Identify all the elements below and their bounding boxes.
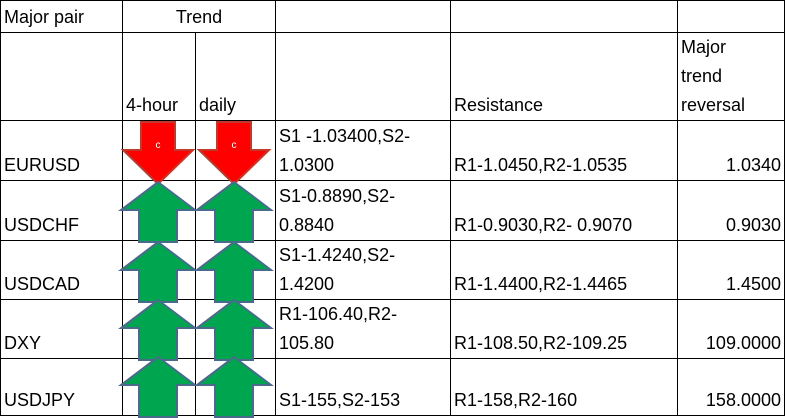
resistance-cell: R1-0.9030,R2- 0.9070 xyxy=(450,180,678,241)
reversal-cell: 1.4500 xyxy=(677,240,785,300)
reversal-cell: 109.0000 xyxy=(677,299,785,359)
pair-cell: USDCHF xyxy=(0,180,123,241)
pair-cell: USDCAD xyxy=(0,240,123,300)
trend-cell xyxy=(195,299,276,359)
pair-cell: DXY xyxy=(0,299,123,359)
pair-cell: USDJPY xyxy=(0,358,123,416)
header-cell xyxy=(0,32,123,121)
header-cell xyxy=(450,0,678,33)
support-cell: R1-106.40,R2- 105.80 xyxy=(275,299,451,359)
table-row: USDCAD S1-1.4240,S2- 1.4200 R1-1.4400,R2-1.… xyxy=(0,240,785,300)
text-line: S1-0.8890,S2- xyxy=(279,186,396,206)
header-cell: Major trend reversal xyxy=(677,32,785,121)
header-cell: 4-hour xyxy=(122,32,196,121)
reversal-cell: 158.0000 xyxy=(677,358,785,416)
support-cell: S1-1.4240,S2- 1.4200 xyxy=(275,240,451,300)
text-line: R1-106.40,R2- xyxy=(279,304,398,324)
resistance-cell: R1-1.0450,R2-1.0535 xyxy=(450,120,678,181)
pair-cell: EURUSD xyxy=(0,120,123,181)
resistance-cell: R1-158,R2-160 xyxy=(450,358,678,416)
text-line: trend xyxy=(681,66,723,86)
trend-cell xyxy=(122,299,196,359)
table-row: USDJPY S1-155,S2-153 R1-158,R2-160 158.0000 xyxy=(0,358,785,416)
header-cell: Resistance xyxy=(450,32,678,121)
text-line: 1.4200 xyxy=(279,274,335,294)
text-line: S1-155,S2-153 xyxy=(279,390,401,410)
text-line: 105.80 xyxy=(279,333,335,353)
header-cell xyxy=(677,0,785,33)
text-line: S1 -1.03400,S2- xyxy=(279,126,411,146)
trend-cell xyxy=(122,358,196,416)
trend-cell xyxy=(122,240,196,300)
trend-cell xyxy=(122,180,196,241)
header-cell: daily xyxy=(195,32,276,121)
text-line: reversal xyxy=(681,95,746,115)
header-cell xyxy=(275,0,451,33)
support-cell: S1 -1.03400,S2- 1.0300 xyxy=(275,120,451,181)
support-cell: S1-0.8890,S2- 0.8840 xyxy=(275,180,451,241)
resistance-cell: R1-1.4400,R2-1.4465 xyxy=(450,240,678,300)
trend-cell xyxy=(195,180,276,241)
trend-cell xyxy=(195,240,276,300)
table-row: DXY R1-106.40,R2- 105.80 R1-108.50,R2-109.2… xyxy=(0,299,785,359)
reversal-cell: 1.0340 xyxy=(677,120,785,181)
reversal-cell: 0.9030 xyxy=(677,180,785,241)
text-line: 0.8840 xyxy=(279,215,335,235)
support-cell: S1-155,S2-153 xyxy=(275,358,451,416)
table-row: EURUSD S1 -1.03400,S2- 1.0300 R1-1.0450,R2-… xyxy=(0,120,785,181)
table-row: USDCHF S1-0.8890,S2- 0.8840 R1-0.9030,R2- 0… xyxy=(0,180,785,241)
text-line: 1.0300 xyxy=(279,155,335,175)
trend-cell xyxy=(122,120,196,181)
header-cell xyxy=(275,32,451,121)
text-line: Major xyxy=(681,37,727,57)
resistance-cell: R1-108.50,R2-109.25 xyxy=(450,299,678,359)
header-cell: Major pair xyxy=(0,0,123,33)
trend-cell xyxy=(195,120,276,181)
text-line: S1-1.4240,S2- xyxy=(279,245,396,265)
header-cell: Trend xyxy=(122,0,276,33)
trend-cell xyxy=(195,358,276,416)
